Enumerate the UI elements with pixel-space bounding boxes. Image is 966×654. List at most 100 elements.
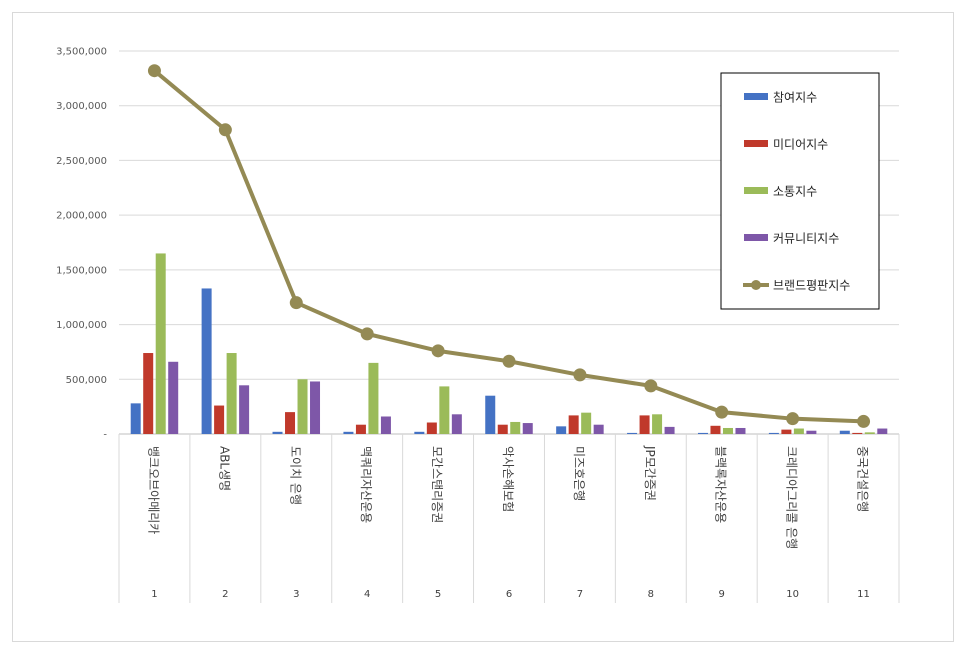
y-tick-label: 500,000	[66, 375, 107, 386]
brand-line	[147, 64, 871, 428]
legend-label: 미디어지수	[773, 138, 828, 152]
x-category-number: 2	[222, 589, 228, 600]
line-point	[502, 354, 516, 368]
x-category-number: 8	[648, 589, 654, 600]
x-category-label: ABL생명	[217, 446, 231, 491]
bar	[852, 432, 863, 434]
x-category-number: 9	[719, 589, 725, 600]
bar	[426, 422, 437, 434]
x-category-label: 블랙록자산운용	[714, 446, 728, 523]
x-category-label: 뱅크오브아메리카	[146, 446, 160, 534]
x-category-number: 10	[786, 589, 799, 600]
legend-label: 소통지수	[773, 185, 817, 199]
legend-swatch	[744, 187, 768, 194]
bar	[168, 361, 179, 434]
bar	[627, 432, 638, 434]
line-point	[218, 123, 232, 137]
bar	[806, 430, 817, 434]
bar	[864, 432, 875, 434]
line-point	[715, 405, 729, 419]
bar	[226, 353, 237, 434]
x-category-label: 도이치 은행	[288, 446, 303, 505]
x-category-number: 3	[293, 589, 299, 600]
y-tick-label: 1,500,000	[56, 265, 107, 276]
x-axis: 뱅크오브아메리카 1 ABL생명 2 도이치 은행 3 맥쿼리자산운용 4 모간스탠리증권 5 악사…	[118, 433, 900, 603]
y-tick-label: 3,500,000	[56, 47, 107, 58]
line-point	[147, 64, 161, 78]
bar	[485, 395, 496, 434]
bar	[214, 405, 225, 434]
line-point	[431, 344, 445, 358]
bar	[593, 424, 604, 434]
bar	[380, 416, 391, 434]
bar	[522, 423, 533, 434]
line-point	[360, 327, 374, 341]
bar	[272, 431, 283, 434]
bar	[143, 353, 154, 434]
x-category-number: 6	[506, 589, 512, 600]
bar	[581, 412, 592, 434]
x-category-number: 4	[364, 589, 370, 600]
bar	[239, 385, 250, 434]
bar	[368, 362, 379, 434]
bar	[839, 430, 850, 434]
legend-line-marker	[751, 280, 761, 290]
bars	[130, 253, 888, 434]
line-point	[857, 414, 871, 428]
bar	[781, 429, 792, 434]
line-point	[786, 412, 800, 426]
bar	[664, 426, 675, 434]
legend-label: 브랜드평판지수	[773, 279, 850, 293]
bar	[285, 412, 296, 434]
x-category-label: 크레디아그리콜 은행	[785, 446, 800, 549]
bar	[297, 379, 308, 434]
bar	[793, 428, 804, 434]
bar	[568, 415, 579, 434]
bar	[652, 414, 663, 434]
x-category-number: 11	[857, 589, 870, 600]
legend-label: 참여지수	[773, 91, 817, 105]
bar	[768, 432, 779, 434]
x-category-label: JP모간증권	[643, 445, 657, 501]
legend-swatch	[744, 140, 768, 147]
bar	[451, 414, 462, 434]
y-axis: - 500,000 1,000,000 1,500,000 2,000,000 2,500…	[56, 47, 107, 441]
y-tick-label: -	[103, 430, 107, 441]
chart-frame: - 500,000 1,000,000 1,500,000 2,000,000 2,500…	[12, 12, 954, 642]
bar	[877, 428, 888, 434]
x-category-label: 미즈호은행	[572, 446, 587, 501]
y-tick-label: 2,000,000	[56, 211, 107, 222]
x-category-label: 악사손해보험	[501, 446, 515, 512]
bar	[735, 427, 746, 434]
x-category-label: 모간스탠리증권	[430, 446, 444, 523]
line-point	[573, 368, 587, 382]
x-category-number: 7	[577, 589, 583, 600]
y-tick-label: 2,500,000	[56, 156, 107, 167]
bar	[697, 432, 708, 434]
chart-svg: - 500,000 1,000,000 1,500,000 2,000,000 2,500…	[56, 47, 900, 603]
bar	[414, 431, 425, 434]
bar	[355, 424, 366, 434]
bar	[722, 427, 733, 434]
line-point	[644, 379, 658, 393]
legend-swatch	[744, 93, 768, 100]
x-category-number: 5	[435, 589, 441, 600]
y-tick-label: 3,000,000	[56, 101, 107, 112]
line-point	[289, 296, 303, 310]
bar	[710, 425, 721, 434]
x-category-number: 1	[151, 589, 157, 600]
bar	[310, 381, 321, 434]
legend-swatch	[744, 234, 768, 241]
bar	[130, 403, 141, 434]
bar	[556, 426, 567, 434]
bar	[510, 421, 521, 434]
bar	[497, 424, 508, 434]
legend-label: 커뮤니티지수	[773, 232, 839, 246]
bar	[343, 431, 354, 434]
gridlines	[119, 50, 899, 380]
x-category-label: 맥쿼리자산운용	[359, 446, 373, 523]
y-tick-label: 1,000,000	[56, 320, 107, 331]
bar	[155, 253, 166, 434]
x-category-label: 중국건설은행	[856, 446, 871, 512]
bar	[639, 415, 650, 434]
